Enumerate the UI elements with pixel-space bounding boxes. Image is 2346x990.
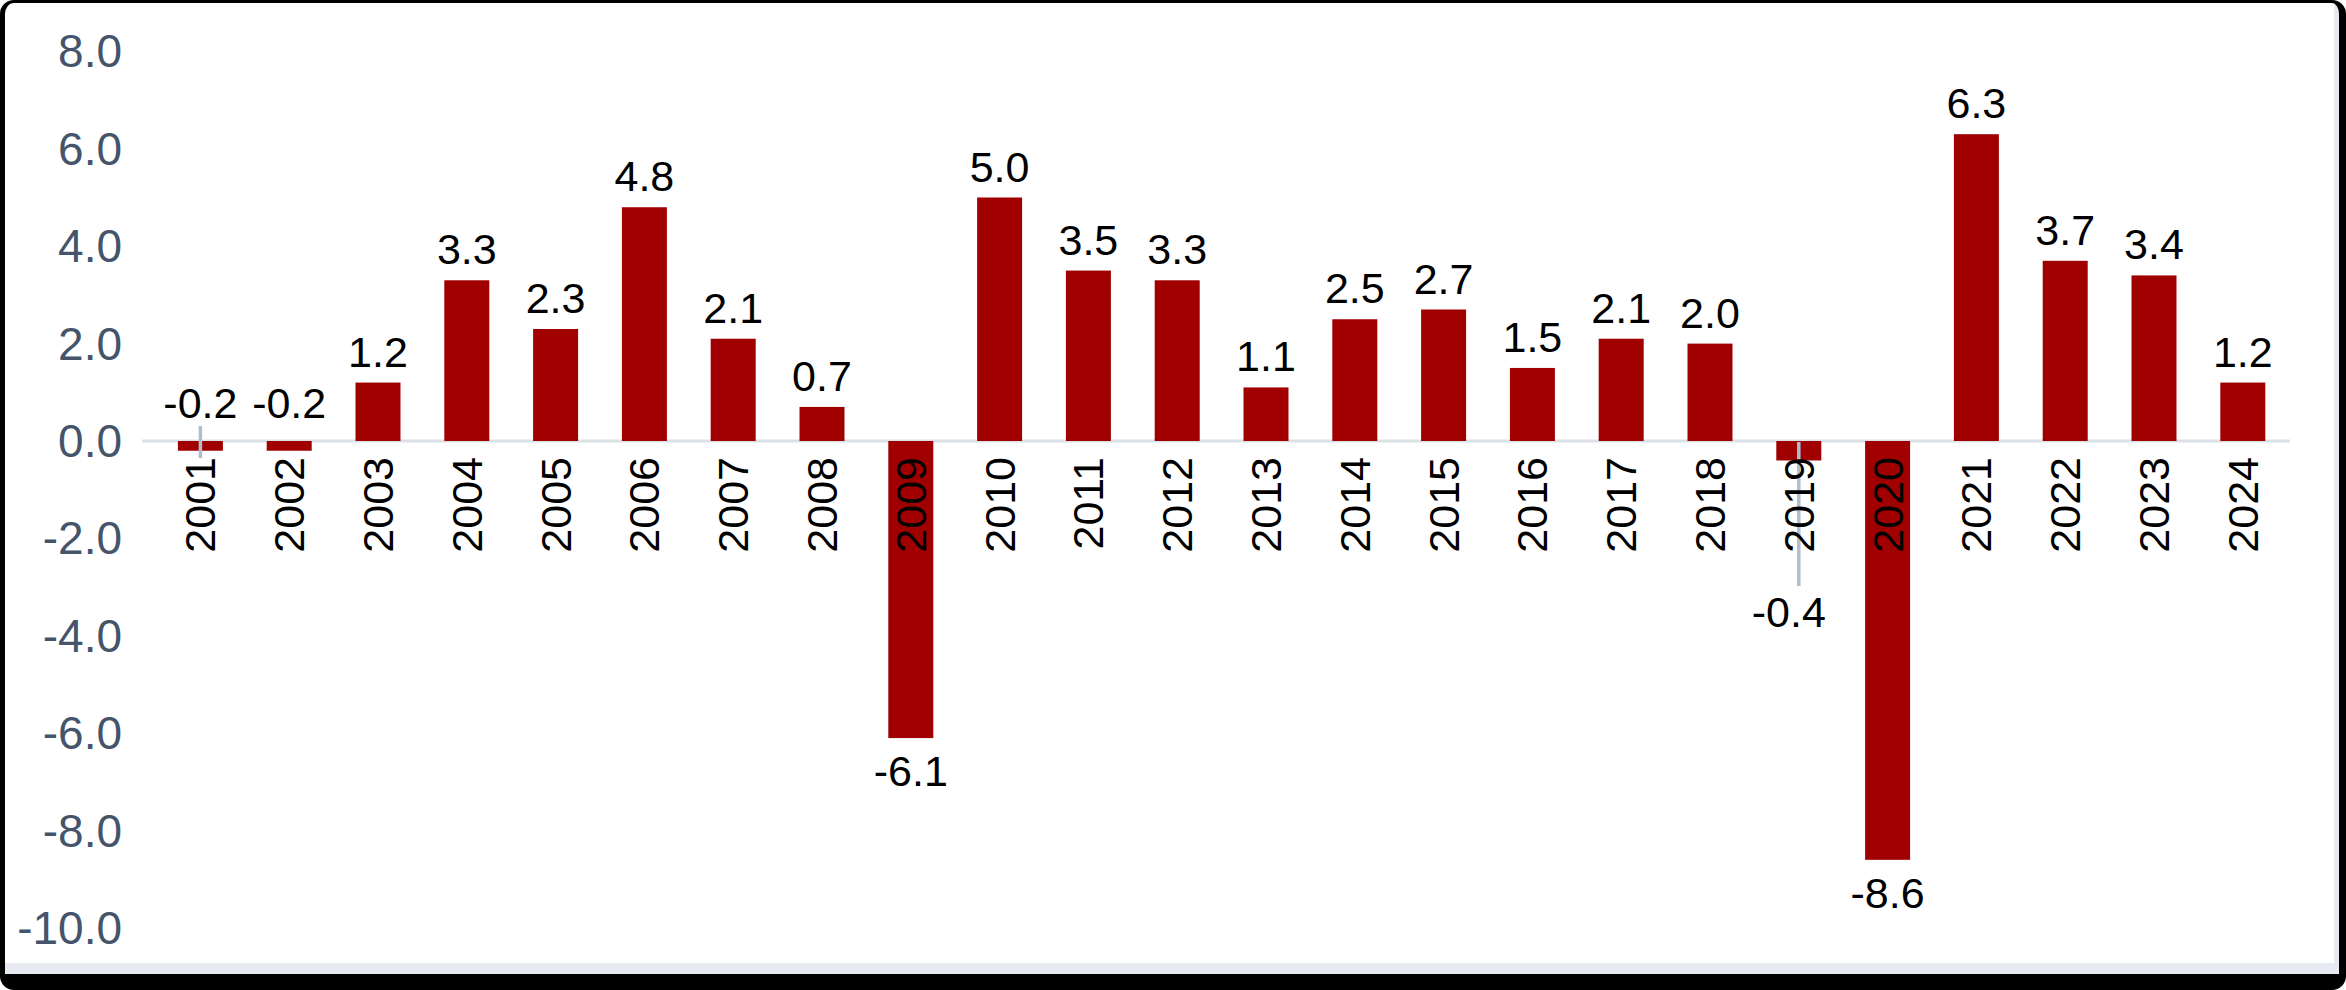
bar-value-label-2005: 2.3 (526, 274, 586, 322)
bar-value-label-2016: 1.5 (1503, 313, 1563, 361)
bar-2008 (800, 407, 845, 441)
bar-2002 (267, 441, 312, 451)
bar-2004 (444, 280, 489, 441)
x-axis-label-2018: 2018 (1686, 457, 1734, 553)
y-axis-tick-label: 4.0 (58, 220, 122, 272)
x-axis-label-2020: 2020 (1864, 457, 1912, 553)
bar-value-label-2009: -6.1 (874, 747, 948, 795)
bar-value-label-2020: -8.6 (1851, 869, 1925, 917)
bar-2015 (1421, 310, 1466, 441)
bar-2016 (1510, 368, 1555, 441)
y-axis-tick-label: 8.0 (58, 25, 122, 77)
x-axis-label-2003: 2003 (354, 457, 402, 553)
x-axis-label-2005: 2005 (532, 457, 580, 553)
x-axis-label-2004: 2004 (443, 457, 491, 553)
x-axis-label-2012: 2012 (1153, 457, 1201, 553)
bar-value-label-2011: 3.5 (1059, 216, 1119, 264)
bar-chart: 8.0 6.0 4.0 2.0 0.0 -2.0 -4.0 -6.0 -8.0 -10.0 2001… (0, 0, 2346, 990)
x-axis-label-2023: 2023 (2130, 457, 2178, 553)
y-axis-tick-label: 2.0 (58, 318, 122, 370)
bar-2021 (1954, 134, 1999, 441)
x-axis-label-2006: 2006 (620, 457, 668, 553)
x-axis-label-2002: 2002 (265, 457, 313, 553)
y-axis-tick-label: -2.0 (43, 512, 122, 564)
bar-2018 (1688, 344, 1733, 441)
x-axis-label-2009: 2009 (887, 457, 935, 553)
bar-value-label-2024: 1.2 (2213, 328, 2273, 376)
bar-value-label-2013: 1.1 (1236, 332, 1296, 380)
x-axis-label-2010: 2010 (976, 457, 1024, 553)
bar-value-label-2001: -0.2 (163, 379, 237, 427)
bar-value-label-2006: 4.8 (615, 152, 675, 200)
bar-value-label-2008: 0.7 (792, 352, 852, 400)
x-axis-label-2021: 2021 (1952, 457, 2000, 553)
bar-value-label-2018: 2.0 (1680, 289, 1740, 337)
y-axis-tick-label: 0.0 (58, 415, 122, 467)
x-axis-label-2022: 2022 (2041, 457, 2089, 553)
bar-2007 (711, 339, 756, 441)
bar-2005 (533, 329, 578, 441)
bar-2014 (1332, 319, 1377, 441)
window-edge-bottom (3, 963, 2339, 974)
bar-value-label-2010: 5.0 (970, 143, 1030, 191)
bar-2011 (1066, 271, 1111, 441)
bar-value-label-2002: -0.2 (252, 379, 326, 427)
bar-value-label-2017: 2.1 (1591, 284, 1651, 332)
bar-2013 (1244, 387, 1289, 441)
y-axis-tick-label: 6.0 (58, 123, 122, 175)
bar-value-label-2023: 3.4 (2124, 220, 2184, 268)
bar-value-label-2012: 3.3 (1147, 225, 1207, 273)
bar-2017 (1599, 339, 1644, 441)
y-axis-tick-label: -10.0 (17, 902, 122, 954)
x-axis-label-2015: 2015 (1420, 457, 1468, 553)
x-axis-label-2007: 2007 (709, 457, 757, 553)
x-axis-label-2016: 2016 (1508, 457, 1556, 553)
x-axis-label-2008: 2008 (798, 457, 846, 553)
y-axis-tick-label: -6.0 (43, 707, 122, 759)
x-axis-label-2017: 2017 (1597, 457, 1645, 553)
bar-2023 (2132, 275, 2177, 441)
y-axis-tick-label: -4.0 (43, 610, 122, 662)
x-axis-label-2014: 2014 (1331, 457, 1379, 553)
x-axis-label-2001: 2001 (176, 457, 224, 553)
x-axis-label-2019: 2019 (1775, 457, 1823, 553)
bar-2012 (1155, 280, 1200, 441)
x-axis-label-2024: 2024 (2219, 457, 2267, 553)
bar-2003 (356, 383, 401, 441)
chart-window: 8.0 6.0 4.0 2.0 0.0 -2.0 -4.0 -6.0 -8.0 -10.0 2001… (0, 0, 2346, 990)
bar-value-label-2022: 3.7 (2035, 206, 2095, 254)
bar-2010 (977, 198, 1022, 442)
bar-2006 (622, 207, 667, 441)
x-axis-label-2011: 2011 (1064, 457, 1112, 549)
window-edge-right (2334, 3, 2339, 974)
bar-value-label-2004: 3.3 (437, 225, 497, 273)
bar-2022 (2043, 261, 2088, 441)
bar-value-label-2015: 2.7 (1414, 255, 1474, 303)
bar-value-label-2003: 1.2 (348, 328, 408, 376)
bar-value-label-2007: 2.1 (703, 284, 763, 332)
x-axis-label-2013: 2013 (1242, 457, 1290, 553)
bar-2024 (2220, 383, 2265, 441)
bar-value-label-2019: -0.4 (1752, 588, 1826, 636)
bar-value-label-2021: 6.3 (1947, 79, 2007, 127)
y-axis-tick-label: -8.0 (43, 805, 122, 857)
bar-value-label-2014: 2.5 (1325, 264, 1385, 312)
